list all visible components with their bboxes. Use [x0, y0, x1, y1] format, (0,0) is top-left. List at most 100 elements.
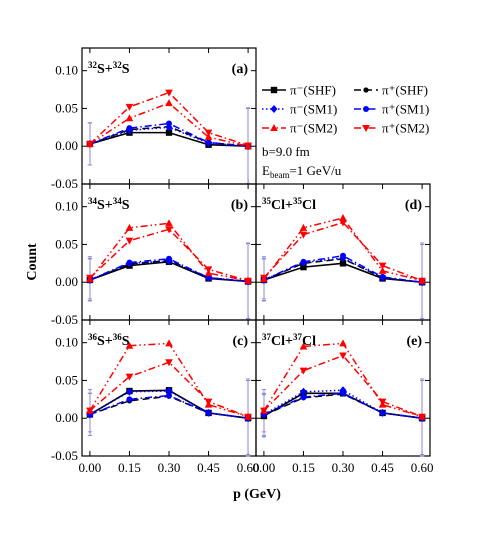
legend-marker — [270, 105, 278, 113]
y-axis-label: Count — [25, 243, 40, 281]
data-point — [339, 219, 347, 227]
data-point — [299, 367, 308, 375]
data-point — [339, 339, 347, 347]
panel-system-label: 34S+34S — [88, 196, 130, 213]
data-point — [204, 129, 213, 137]
data-point — [339, 214, 347, 221]
data-point — [205, 274, 212, 281]
data-point — [165, 129, 173, 136]
panel-tag: (d) — [405, 198, 422, 213]
legend-label: π⁺(SM1) — [382, 102, 429, 117]
data-point — [166, 392, 172, 399]
data-point — [260, 407, 268, 415]
data-point — [165, 339, 173, 347]
data-point — [165, 219, 173, 227]
legend-label: π⁻(SM1) — [290, 102, 337, 117]
data-point — [125, 103, 134, 111]
legend-label: π⁻(SHF) — [290, 83, 336, 98]
data-point — [300, 263, 307, 271]
error-bars — [87, 242, 251, 320]
series-line — [89, 361, 249, 418]
x-tick-label: 0.45 — [371, 460, 394, 475]
y-tick-label: 0.00 — [55, 274, 78, 289]
y-tick-label: -0.05 — [51, 176, 78, 191]
data-point — [260, 274, 268, 282]
data-point — [340, 390, 346, 397]
legend-marker — [270, 124, 278, 131]
series-line — [89, 260, 249, 283]
legend-label: π⁻(SM2) — [290, 121, 337, 136]
y-tick-label: 0.10 — [55, 335, 78, 350]
data-point — [339, 260, 347, 267]
x-tick-label: 0.15 — [292, 460, 315, 475]
panel-tag: (c) — [232, 334, 248, 349]
data-point — [378, 266, 387, 274]
y-tick-label: 0.10 — [55, 63, 78, 78]
x-tick-label: 0.00 — [79, 460, 102, 475]
data-point — [125, 223, 134, 231]
legend-item: π⁻(SM1) — [262, 102, 337, 117]
data-point — [205, 409, 212, 416]
data-point — [244, 277, 252, 285]
legend-item: π⁺(SM2) — [354, 121, 429, 136]
data-point — [86, 407, 94, 415]
legend-marker — [363, 87, 369, 93]
data-point — [125, 387, 133, 396]
data-point — [165, 89, 173, 97]
data-point — [165, 359, 173, 367]
beam-energy-annotation: Ebeam=1 GeV/u — [262, 163, 342, 180]
series-line — [89, 91, 249, 147]
panel-c: -0.050.000.050.100.00 0.15 0.30 0.45 0.6036S… — [51, 319, 260, 475]
data-point — [299, 387, 307, 396]
panel-system-label: 37Cl+37Cl — [262, 332, 316, 349]
panel-system-label: 32S+32S — [88, 60, 130, 77]
legend-marker — [270, 86, 278, 94]
data-point — [125, 237, 134, 245]
legend-label: π⁺(SHF) — [382, 83, 428, 98]
data-point — [300, 258, 307, 265]
panel-tag: (a) — [232, 62, 249, 77]
data-point — [379, 273, 386, 280]
x-tick-label: 0.60 — [237, 460, 260, 475]
legend-item: π⁻(SM2) — [262, 121, 337, 136]
panels-layer: -0.050.000.050.10 32S+32S (a)-0.050.000.05… — [51, 47, 434, 475]
series-line — [263, 354, 423, 418]
x-tick-label: 0.15 — [118, 460, 141, 475]
data-point — [166, 120, 172, 127]
x-tick-label: 0.00 — [253, 460, 276, 475]
data-point — [378, 262, 387, 270]
y-tick-label: 0.00 — [55, 138, 78, 153]
panel-e: 0.00 0.15 0.30 0.45 0.60 37Cl+37Cl (e) — [253, 319, 434, 475]
data-point — [204, 266, 213, 274]
data-point — [299, 342, 308, 350]
x-tick-label: 0.30 — [332, 460, 355, 475]
data-point — [125, 114, 134, 122]
data-point — [126, 259, 133, 266]
x-axis-label: p (GeV) — [233, 487, 281, 502]
data-point — [165, 226, 173, 234]
x-tick-label: 0.30 — [158, 460, 181, 475]
series-line — [89, 102, 249, 147]
legend-marker — [362, 125, 370, 132]
data-point — [378, 398, 387, 406]
panel-system-label: 35Cl+35Cl — [262, 196, 316, 213]
legend-item: π⁻(SHF) — [262, 83, 336, 98]
x-tick-label: 0.60 — [411, 460, 434, 475]
data-point — [300, 394, 307, 401]
y-tick-label: 0.05 — [55, 372, 78, 387]
series-line — [89, 222, 249, 282]
legend: π⁻(SHF) π⁺(SHF) π⁻(SM1) π⁺(SM1) π⁻(SM2) π⁺(SM… — [262, 83, 429, 180]
data-point — [165, 99, 173, 107]
data-point — [86, 274, 94, 282]
y-tick-label: 0.10 — [55, 199, 78, 214]
panel-tag: (b) — [231, 198, 248, 213]
data-point — [418, 277, 426, 285]
series-line — [89, 228, 249, 282]
legend-item: π⁺(SM1) — [354, 102, 429, 117]
panel-tag: (e) — [406, 334, 422, 349]
y-tick-label: -0.05 — [51, 448, 78, 463]
data-point — [418, 413, 426, 421]
data-point — [244, 413, 252, 421]
panel-d: 35Cl+35Cl (d) — [255, 183, 431, 321]
